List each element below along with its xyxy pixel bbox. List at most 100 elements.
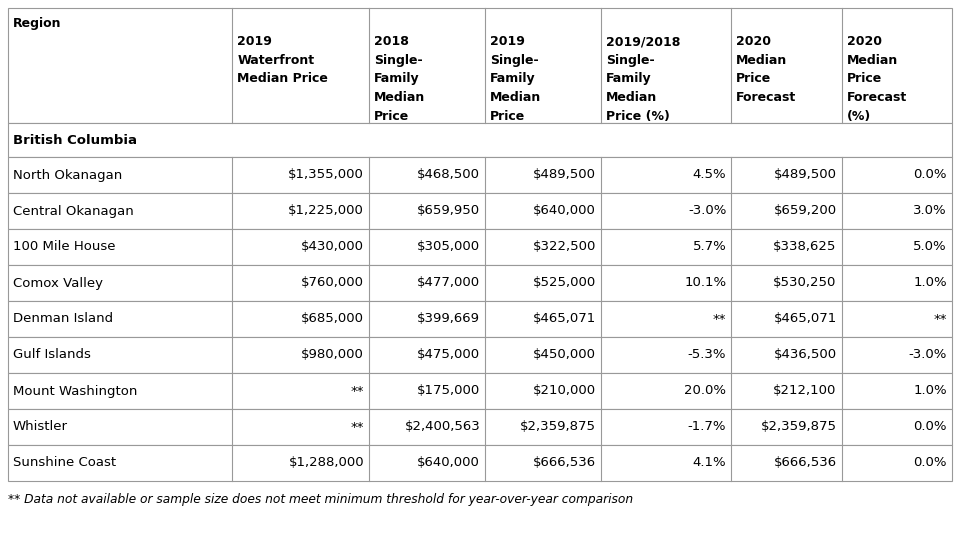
Bar	[8, 445, 952, 481]
Text: $530,250: $530,250	[774, 276, 837, 289]
Bar	[8, 193, 952, 229]
Text: $980,000: $980,000	[301, 348, 364, 361]
Text: $436,500: $436,500	[774, 348, 837, 361]
Text: 1.0%: 1.0%	[913, 384, 947, 397]
Text: 10.1%: 10.1%	[684, 276, 727, 289]
Text: Forecast: Forecast	[736, 91, 797, 104]
Text: Whistler: Whistler	[13, 420, 68, 434]
Text: Median: Median	[606, 91, 658, 104]
Text: 5.0%: 5.0%	[913, 240, 947, 253]
Text: Single-: Single-	[374, 54, 422, 67]
Text: **: **	[350, 420, 364, 434]
Text: Forecast: Forecast	[847, 91, 907, 104]
Text: Median: Median	[374, 91, 425, 104]
Text: $465,071: $465,071	[533, 312, 596, 325]
Text: Price (%): Price (%)	[606, 110, 670, 122]
Text: -3.0%: -3.0%	[908, 348, 947, 361]
Text: $399,669: $399,669	[418, 312, 480, 325]
Text: Median Price: Median Price	[237, 73, 328, 85]
Text: $175,000: $175,000	[417, 384, 480, 397]
Text: 2019: 2019	[237, 35, 273, 49]
Text: ** Data not available or sample size does not meet minimum threshold for year-ov: ** Data not available or sample size doe…	[8, 493, 634, 506]
Text: Mount Washington: Mount Washington	[13, 384, 137, 397]
Text: Median: Median	[847, 54, 898, 67]
Text: Single-: Single-	[606, 54, 655, 67]
Text: Comox Valley: Comox Valley	[13, 276, 103, 289]
Bar	[8, 373, 952, 409]
Text: $468,500: $468,500	[418, 169, 480, 181]
Bar	[8, 409, 952, 445]
Bar	[8, 157, 952, 193]
Text: $525,000: $525,000	[533, 276, 596, 289]
Text: Central Okanagan: Central Okanagan	[13, 205, 133, 217]
Text: $2,400,563: $2,400,563	[404, 420, 480, 434]
Text: $760,000: $760,000	[301, 276, 364, 289]
Text: **: **	[350, 384, 364, 397]
Text: 2019: 2019	[491, 35, 525, 49]
Text: $1,225,000: $1,225,000	[288, 205, 364, 217]
Text: Family: Family	[491, 73, 536, 85]
Text: Region: Region	[13, 17, 61, 30]
Text: 2020: 2020	[847, 35, 881, 49]
Text: **: **	[713, 312, 727, 325]
Text: British Columbia: British Columbia	[13, 134, 137, 146]
Text: Family: Family	[374, 73, 420, 85]
Text: Price: Price	[847, 73, 882, 85]
Text: $666,536: $666,536	[774, 456, 837, 470]
Text: (%): (%)	[847, 110, 871, 122]
Text: $685,000: $685,000	[301, 312, 364, 325]
Text: 4.1%: 4.1%	[693, 456, 727, 470]
Text: 20.0%: 20.0%	[684, 384, 727, 397]
Text: 2020: 2020	[736, 35, 771, 49]
Text: $322,500: $322,500	[533, 240, 596, 253]
Text: $430,000: $430,000	[301, 240, 364, 253]
Text: 0.0%: 0.0%	[914, 420, 947, 434]
Text: 1.0%: 1.0%	[913, 276, 947, 289]
Text: $666,536: $666,536	[533, 456, 596, 470]
Text: $489,500: $489,500	[774, 169, 837, 181]
Bar	[8, 123, 952, 157]
Bar	[8, 337, 952, 373]
Text: 3.0%: 3.0%	[913, 205, 947, 217]
Text: Single-: Single-	[491, 54, 539, 67]
Text: Price: Price	[374, 110, 410, 122]
Text: 4.5%: 4.5%	[693, 169, 727, 181]
Text: $1,355,000: $1,355,000	[288, 169, 364, 181]
Text: **: **	[933, 312, 947, 325]
Text: 5.7%: 5.7%	[692, 240, 727, 253]
Bar	[8, 8, 952, 123]
Text: $305,000: $305,000	[417, 240, 480, 253]
Text: $489,500: $489,500	[533, 169, 596, 181]
Text: $659,200: $659,200	[774, 205, 837, 217]
Text: $465,071: $465,071	[774, 312, 837, 325]
Text: $475,000: $475,000	[417, 348, 480, 361]
Text: 2018: 2018	[374, 35, 409, 49]
Text: North Okanagan: North Okanagan	[13, 169, 122, 181]
Text: 0.0%: 0.0%	[914, 456, 947, 470]
Text: -5.3%: -5.3%	[687, 348, 727, 361]
Bar	[8, 265, 952, 301]
Text: Price: Price	[491, 110, 525, 122]
Text: 100 Mile House: 100 Mile House	[13, 240, 115, 253]
Text: Gulf Islands: Gulf Islands	[13, 348, 91, 361]
Text: $450,000: $450,000	[533, 348, 596, 361]
Text: Denman Island: Denman Island	[13, 312, 113, 325]
Bar	[8, 301, 952, 337]
Text: $2,359,875: $2,359,875	[520, 420, 596, 434]
Text: -3.0%: -3.0%	[688, 205, 727, 217]
Bar	[8, 229, 952, 265]
Text: $659,950: $659,950	[417, 205, 480, 217]
Text: $1,288,000: $1,288,000	[289, 456, 364, 470]
Text: Sunshine Coast: Sunshine Coast	[13, 456, 116, 470]
Text: $640,000: $640,000	[418, 456, 480, 470]
Text: Median: Median	[736, 54, 787, 67]
Text: $210,000: $210,000	[533, 384, 596, 397]
Text: $640,000: $640,000	[534, 205, 596, 217]
Text: Price: Price	[736, 73, 772, 85]
Text: 0.0%: 0.0%	[914, 169, 947, 181]
Text: $2,359,875: $2,359,875	[760, 420, 837, 434]
Text: -1.7%: -1.7%	[687, 420, 727, 434]
Text: $338,625: $338,625	[774, 240, 837, 253]
Text: Median: Median	[491, 91, 541, 104]
Text: Family: Family	[606, 73, 652, 85]
